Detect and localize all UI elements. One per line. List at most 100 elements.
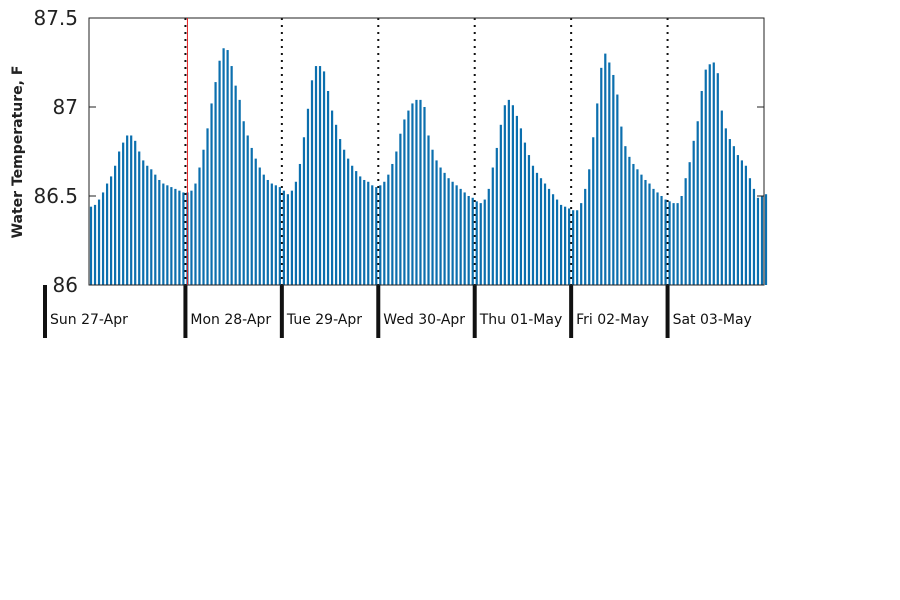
bar	[431, 149, 434, 285]
bar	[298, 163, 302, 285]
bar	[491, 167, 494, 285]
bar	[202, 149, 205, 285]
bar	[628, 156, 631, 285]
bar	[584, 188, 587, 285]
bar	[443, 172, 446, 285]
bar	[592, 137, 595, 285]
bar	[274, 185, 277, 285]
bar	[222, 48, 225, 286]
bar	[680, 196, 683, 285]
y-tick-label: 87.5	[33, 6, 78, 30]
bar	[130, 135, 133, 285]
bar	[756, 197, 760, 285]
bar	[459, 188, 462, 285]
bar	[479, 203, 482, 285]
bar	[198, 167, 201, 285]
bar	[290, 190, 294, 285]
bar	[234, 85, 237, 285]
bar	[182, 192, 185, 285]
bar	[363, 179, 366, 285]
bar	[580, 203, 583, 285]
y-tick-label: 87	[53, 95, 78, 119]
bar	[503, 105, 506, 285]
bar	[134, 140, 137, 285]
bar	[543, 183, 547, 285]
bar	[154, 174, 157, 285]
bar	[535, 172, 539, 285]
bar	[439, 167, 442, 285]
bar	[612, 74, 615, 286]
bar	[270, 183, 273, 285]
bar	[515, 115, 519, 286]
bar	[351, 165, 354, 285]
bar	[126, 135, 129, 285]
bar	[230, 66, 233, 285]
bar	[640, 174, 643, 285]
day-label: Sat 03-May	[673, 312, 752, 328]
bar	[499, 124, 502, 285]
bar	[407, 110, 410, 285]
bar	[343, 149, 346, 285]
bar	[604, 53, 607, 285]
bar	[467, 196, 470, 285]
bar	[174, 188, 177, 285]
bar	[572, 210, 575, 285]
bar-series	[89, 48, 768, 286]
bar	[294, 181, 298, 285]
bar	[326, 90, 330, 285]
bar	[668, 201, 671, 285]
bar	[190, 190, 193, 285]
bar	[487, 188, 490, 285]
bar	[415, 99, 418, 285]
bar	[109, 176, 113, 285]
bar	[495, 147, 498, 285]
bar	[278, 187, 281, 285]
bar	[664, 199, 667, 285]
bar	[371, 185, 374, 285]
bar	[608, 62, 611, 285]
bar	[652, 188, 655, 285]
bar	[158, 179, 161, 285]
bar	[636, 169, 639, 285]
bar	[93, 204, 97, 285]
bar	[359, 176, 362, 285]
bar	[250, 147, 253, 285]
bar	[138, 151, 141, 285]
bar	[318, 66, 322, 285]
bar	[403, 119, 406, 286]
bar	[672, 203, 675, 285]
bar	[656, 192, 659, 285]
bar	[97, 199, 101, 285]
bar	[170, 187, 173, 285]
bar	[644, 179, 647, 285]
day-label: Tue 29-Apr	[286, 312, 362, 328]
y-tick-label: 86.5	[33, 184, 78, 208]
bar	[551, 194, 555, 285]
bar	[600, 67, 603, 285]
bar	[564, 206, 567, 285]
bar	[146, 165, 149, 285]
y-axis-label: Water Temperature, F	[10, 66, 26, 239]
bar	[387, 174, 390, 285]
bar	[266, 179, 269, 285]
bar	[700, 90, 703, 285]
bar	[720, 110, 723, 285]
bar	[122, 142, 125, 285]
bar	[547, 188, 551, 285]
bar	[716, 73, 719, 286]
bar	[708, 64, 711, 285]
bar	[262, 174, 265, 285]
bar	[194, 183, 197, 285]
y-tick-label: 86	[53, 273, 78, 297]
bar	[531, 165, 535, 285]
bar	[178, 190, 181, 285]
bar	[391, 163, 394, 285]
bar	[339, 139, 342, 285]
bar	[447, 178, 450, 285]
y-axis-ticks: 86 86.5 87 87.5	[33, 6, 764, 297]
bar	[676, 203, 679, 285]
bar	[511, 105, 514, 285]
bar	[286, 194, 289, 285]
bar	[620, 126, 623, 285]
bar	[411, 103, 414, 285]
